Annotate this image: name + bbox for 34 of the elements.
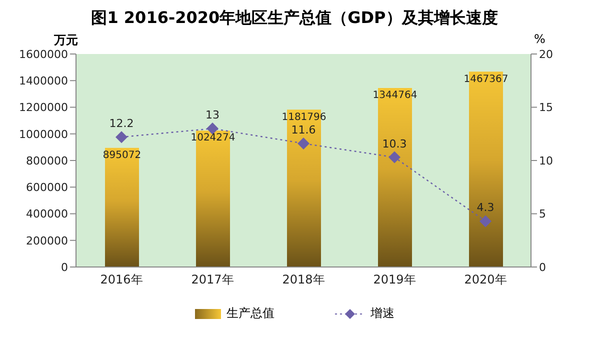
x-tick-label: 2019年: [373, 272, 416, 287]
y-tick-label: 800000: [26, 154, 68, 168]
y-tick-label: 1600000: [19, 48, 68, 61]
point: [298, 137, 310, 150]
y-tick-label: 600000: [26, 181, 68, 194]
point: [116, 131, 128, 144]
bar: [105, 148, 139, 267]
y-tick-label: 1000000: [19, 128, 68, 141]
y2-tick-label: 10: [539, 154, 553, 168]
data-label: 10.3: [382, 137, 407, 150]
y-tick-label: 400000: [26, 208, 68, 221]
y-tick-label: 1400000: [19, 74, 68, 88]
data-label: 12.2: [109, 117, 134, 130]
data-label: 4.3: [476, 201, 494, 214]
x-tick-label: 2018年: [282, 272, 325, 287]
chart-title: 图1 2016-2020年地区生产总值（GDP）及其增长速度: [90, 8, 499, 29]
legend-label: 生产总值: [226, 305, 274, 322]
x-tick-label: 2017年: [191, 272, 234, 287]
x-tick-label: 2020年: [464, 272, 507, 287]
point: [480, 215, 492, 228]
x-tick-label: 2016年: [100, 272, 143, 287]
y-tick-label: 1200000: [19, 101, 68, 114]
y-tick-label: 0: [61, 260, 68, 274]
y2-tick-label: 20: [539, 48, 553, 61]
y-axis-title: 万元: [54, 32, 78, 49]
y2-tick-label: 0: [539, 260, 546, 274]
data-label: 13: [206, 108, 220, 122]
point: [388, 151, 400, 164]
y2-tick-label: 5: [539, 208, 546, 221]
y-tick-label: 200000: [26, 234, 68, 248]
data-label: 11.6: [291, 123, 316, 136]
legend-label: 增速: [370, 305, 394, 322]
y2-axis-title: %: [534, 32, 546, 46]
y2-tick-label: 15: [539, 101, 553, 114]
